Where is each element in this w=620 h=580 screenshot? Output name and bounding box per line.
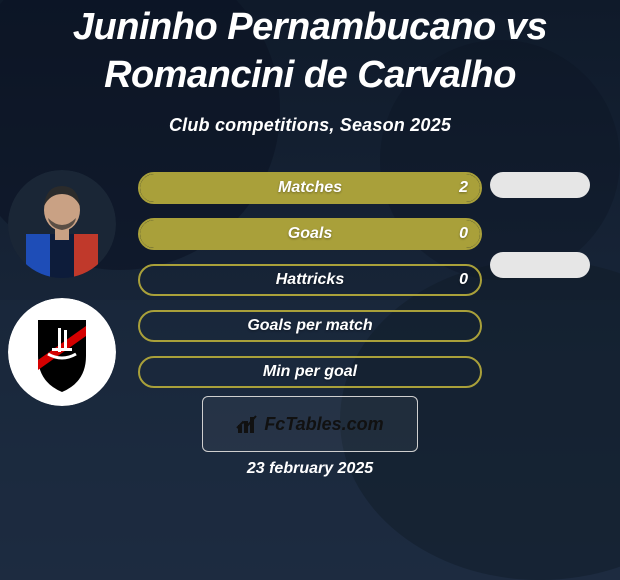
stat-bar-label: Goals bbox=[140, 220, 480, 248]
source-logo-text: FcTables.com bbox=[264, 414, 383, 435]
stat-bar-label: Goals per match bbox=[140, 312, 480, 340]
stat-bar-value: 0 bbox=[459, 266, 468, 294]
player-jersey-red bbox=[74, 234, 98, 278]
stat-bar-label: Min per goal bbox=[140, 358, 480, 386]
avatar-column bbox=[8, 170, 116, 406]
player-avatar bbox=[8, 170, 116, 278]
player-jersey-blue bbox=[26, 234, 50, 278]
stat-bar-label: Matches bbox=[140, 174, 480, 202]
stat-bar: Matches2 bbox=[138, 172, 482, 204]
club-avatar bbox=[8, 298, 116, 406]
barchart-icon bbox=[236, 413, 258, 435]
stat-bar-value: 2 bbox=[459, 174, 468, 202]
stat-bar: Hattricks0 bbox=[138, 264, 482, 296]
source-logo-box: FcTables.com bbox=[202, 396, 418, 452]
stat-bar: Goals per match bbox=[138, 310, 482, 342]
stat-bar: Goals0 bbox=[138, 218, 482, 250]
stat-bar-label: Hattricks bbox=[140, 266, 480, 294]
subtitle: Club competitions, Season 2025 bbox=[0, 115, 620, 136]
opponent-pill bbox=[490, 172, 590, 198]
stat-bars: Matches2Goals0Hattricks0Goals per matchM… bbox=[138, 172, 482, 388]
stat-bar: Min per goal bbox=[138, 356, 482, 388]
stat-bar-value: 0 bbox=[459, 220, 468, 248]
date-text: 23 february 2025 bbox=[0, 460, 620, 478]
page-title: Juninho Pernambucano vs Romancini de Car… bbox=[0, 4, 620, 99]
opponent-pills bbox=[490, 172, 590, 278]
opponent-pill bbox=[490, 252, 590, 278]
